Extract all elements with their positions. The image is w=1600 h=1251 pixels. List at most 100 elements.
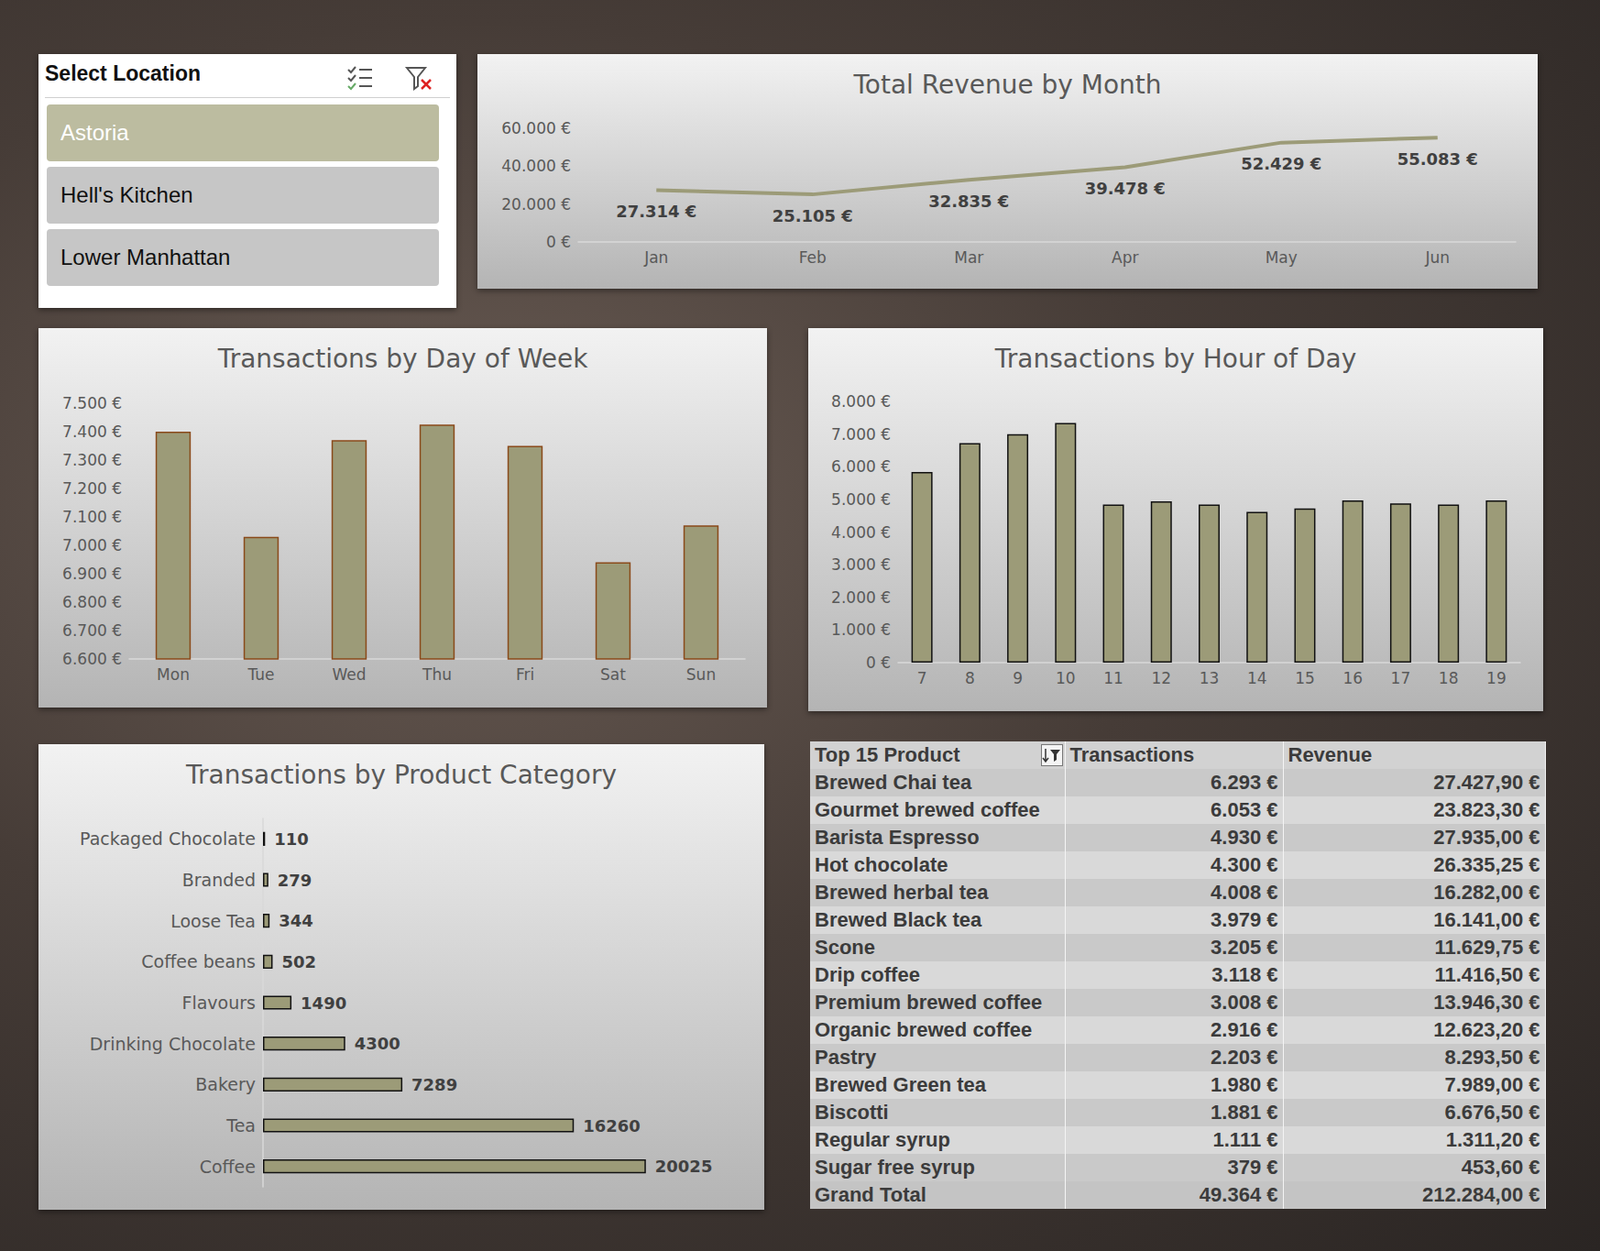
svg-text:7.500 €: 7.500 € [62,394,122,413]
svg-text:8.000 €: 8.000 € [831,392,891,411]
svg-text:Fri: Fri [515,665,535,684]
svg-text:Sun: Sun [686,665,716,684]
html-text:Brewed Chai tea: Brewed Chai tea [814,770,972,794]
svg-text:7: 7 [917,668,928,688]
svg-text:7.000 €: 7.000 € [831,425,891,444]
svg-text:4.000 €: 4.000 € [831,523,891,542]
svg-text:Tea: Tea [225,1115,256,1136]
svg-text:6.900 €: 6.900 € [62,564,122,583]
svg-text:6.800 €: 6.800 € [62,592,122,612]
svg-text:Drinking Chocolate: Drinking Chocolate [89,1033,256,1054]
svg-text:Coffee: Coffee [199,1156,256,1177]
svg-text:55.083 €: 55.083 € [1397,149,1479,169]
html-text:23.823,30 €: 23.823,30 € [1433,798,1540,822]
svg-text:32.835 €: 32.835 € [928,191,1009,211]
svg-text:7.300 €: 7.300 € [62,450,122,470]
html-text:Brewed herbal tea: Brewed herbal tea [814,880,989,904]
svg-text:Transactions by Product Catego: Transactions by Product Category [185,759,617,790]
svg-text:6.700 €: 6.700 € [62,621,122,640]
svg-text:7289: 7289 [411,1074,458,1095]
svg-text:9: 9 [1012,668,1023,688]
svg-text:May: May [1265,248,1298,267]
svg-text:60.000 €: 60.000 € [501,119,571,138]
svg-text:7.000 €: 7.000 € [62,536,122,555]
html-text:6.293 €: 6.293 € [1210,770,1278,794]
svg-text:52.429 €: 52.429 € [1240,153,1322,174]
html-text:Barista Espresso: Barista Espresso [814,825,980,849]
svg-text:10: 10 [1055,668,1076,688]
svg-text:11: 11 [1103,668,1124,688]
svg-text:Transactions by Day of Week: Transactions by Day of Week [217,343,589,374]
svg-text:Thu: Thu [421,665,452,684]
svg-text:Wed: Wed [331,665,366,684]
svg-text:13: 13 [1199,668,1220,688]
svg-text:Packaged Chocolate: Packaged Chocolate [79,828,256,849]
svg-text:39.478 €: 39.478 € [1084,178,1166,198]
svg-text:Bakery: Bakery [195,1073,256,1095]
html-text:6.053 €: 6.053 € [1210,798,1278,822]
svg-text:4300: 4300 [354,1033,401,1053]
svg-text:25.105 €: 25.105 € [772,206,854,226]
html-text:26.335,25 €: 26.335,25 € [1433,853,1540,877]
html-text:Gourmet brewed coffee: Gourmet brewed coffee [814,798,1040,822]
html-text:4.300 €: 4.300 € [1210,853,1278,877]
svg-text:12: 12 [1150,668,1172,688]
svg-text:Apr: Apr [1111,248,1139,267]
html-text:Revenue: Revenue [1287,743,1373,767]
svg-text:Mon: Mon [156,665,190,684]
svg-text:Mar: Mar [953,248,984,267]
svg-text:Jun: Jun [1424,248,1450,267]
svg-text:2.000 €: 2.000 € [831,588,891,607]
svg-text:Transactions by Hour of Day: Transactions by Hour of Day [994,343,1357,374]
svg-text:27.314 €: 27.314 € [615,201,697,221]
svg-text:5.000 €: 5.000 € [831,490,891,509]
svg-text:Loose Tea: Loose Tea [170,910,256,932]
svg-text:110: 110 [273,829,309,849]
svg-text:7.200 €: 7.200 € [62,479,122,498]
html-text:27.935,00 €: 27.935,00 € [1433,825,1540,849]
html-text:Select Location: Select Location [44,61,201,86]
svg-text:Coffee beans: Coffee beans [141,951,256,972]
svg-text:344: 344 [278,910,314,931]
svg-text:3.000 €: 3.000 € [831,555,891,574]
html-text:Hot chocolate: Hot chocolate [814,853,948,877]
svg-text:Branded: Branded [182,869,256,890]
svg-text:Flavours: Flavours [182,992,256,1013]
svg-text:14: 14 [1247,668,1268,688]
html-text:Astoria: Astoria [60,120,129,145]
svg-text:0 €: 0 € [546,232,571,252]
svg-text:502: 502 [281,952,317,972]
svg-text:8: 8 [964,668,976,688]
svg-text:16: 16 [1342,668,1363,688]
svg-text:20.000 €: 20.000 € [501,195,571,214]
svg-text:Jan: Jan [643,248,669,267]
html-text:Brewed Black tea: Brewed Black tea [814,908,982,932]
html-text:27.427,90 €: 27.427,90 € [1433,770,1540,794]
html-text:Hell's Kitchen: Hell's Kitchen [60,182,194,208]
svg-text:20025: 20025 [655,1156,713,1176]
svg-text:279: 279 [277,870,313,890]
svg-text:1.000 €: 1.000 € [831,620,891,639]
svg-text:16260: 16260 [582,1116,641,1136]
svg-text:19: 19 [1486,668,1507,688]
html-text:16.282,00 €: 16.282,00 € [1433,880,1540,904]
svg-text:6.000 €: 6.000 € [831,457,891,476]
html-text:4.930 €: 4.930 € [1210,825,1278,849]
html-text:Top 15 Product: Top 15 Product [814,743,960,767]
svg-text:Total Revenue by Month: Total Revenue by Month [852,69,1162,100]
html-text:Transactions: Transactions [1069,743,1195,767]
svg-text:7.100 €: 7.100 € [62,507,122,527]
svg-text:0 €: 0 € [865,653,891,672]
svg-text:1490: 1490 [300,993,347,1013]
svg-text:40.000 €: 40.000 € [501,156,571,176]
svg-text:Sat: Sat [600,665,626,684]
svg-text:6.600 €: 6.600 € [62,649,122,669]
svg-text:Tue: Tue [246,665,274,684]
svg-text:Feb: Feb [799,248,827,267]
svg-text:18: 18 [1438,668,1459,688]
html-text:4.008 €: 4.008 € [1210,880,1278,904]
svg-text:15: 15 [1294,668,1316,688]
html-text:Lower Manhattan: Lower Manhattan [60,244,231,270]
svg-text:17: 17 [1391,668,1412,688]
svg-text:7.400 €: 7.400 € [62,422,122,441]
